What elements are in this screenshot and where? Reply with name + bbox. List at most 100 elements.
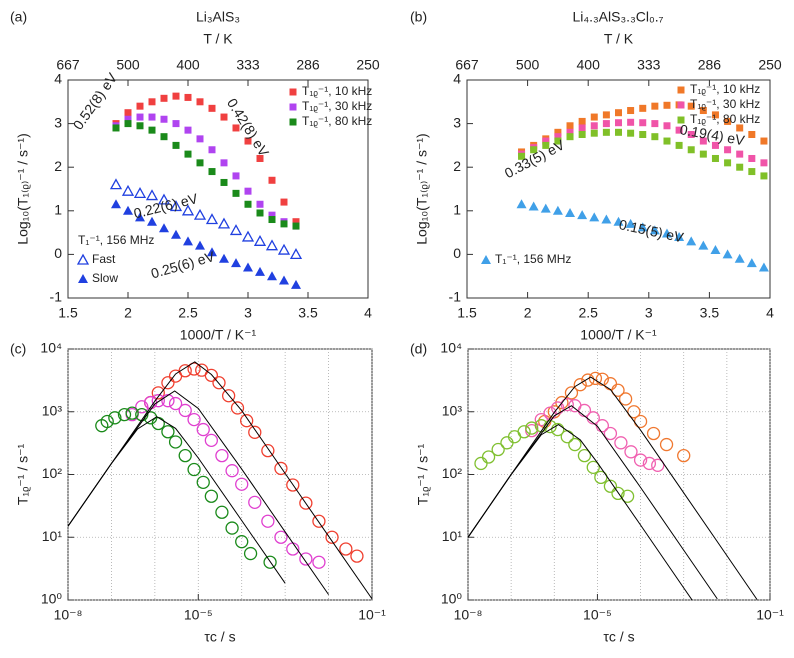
x2-tick-label: 333 (637, 57, 661, 73)
marker (124, 120, 132, 128)
marker (590, 129, 598, 137)
plot-frame (67, 79, 369, 299)
marker (649, 225, 660, 235)
marker (265, 239, 279, 251)
y-tick-label: 10³ (42, 402, 63, 418)
legend-label: T₁ᵨ⁻¹, 30 kHz (302, 99, 372, 113)
marker (243, 262, 253, 272)
marker (540, 203, 551, 213)
marker (133, 187, 147, 199)
marker (235, 477, 249, 491)
marker (117, 407, 132, 422)
x2-axis-label: T / K (604, 31, 634, 47)
marker (280, 220, 288, 228)
x2-tick-label: 400 (176, 57, 200, 73)
marker (698, 240, 709, 250)
marker (112, 124, 120, 132)
marker (205, 213, 219, 225)
marker (292, 218, 300, 226)
marker (235, 535, 249, 549)
y-tick-label: 0 (54, 245, 62, 261)
marker (651, 133, 659, 141)
marker (204, 489, 219, 503)
x-tick-label: 10⁻¹ (756, 607, 784, 623)
marker (248, 495, 262, 509)
marker (151, 394, 165, 408)
marker (627, 107, 635, 115)
marker (581, 373, 595, 387)
y-tick-label: 10¹ (42, 528, 63, 544)
marker (627, 405, 641, 419)
x-tick-label: 2 (124, 305, 132, 321)
marker (172, 92, 180, 100)
marker (578, 124, 586, 132)
marker (530, 146, 538, 154)
x-tick-label: 3.5 (700, 305, 720, 321)
x-axis-label: τc / s (603, 629, 634, 645)
marker (193, 208, 207, 220)
marker (542, 141, 550, 149)
marker (231, 258, 241, 268)
marker (651, 458, 665, 472)
y-tick-label: 10⁴ (440, 340, 462, 356)
marker (159, 223, 169, 233)
marker (178, 403, 192, 418)
marker (212, 376, 226, 390)
marker (651, 102, 659, 110)
marker (136, 113, 144, 121)
x-tick-label: 10⁻¹ (358, 607, 386, 623)
legend-label: T₁ᵨ⁻¹, 30 kHz (690, 97, 760, 111)
marker (232, 124, 240, 132)
marker (748, 131, 756, 138)
marker (699, 137, 707, 145)
marker (196, 98, 204, 106)
marker (160, 115, 168, 123)
panel: 10⁻⁸ 10⁻⁵ 10⁻¹ 10⁰ 10¹ 10² 10³ 10⁴ τc / s T₁ᵨ⁻¹ /… (10, 340, 386, 645)
marker (168, 396, 183, 411)
marker (663, 137, 671, 145)
marker (184, 93, 192, 101)
marker (615, 109, 622, 117)
marker (566, 133, 574, 141)
marker (711, 111, 719, 119)
marker (148, 126, 156, 134)
marker (675, 126, 683, 134)
x-axis-label: τc / s (204, 629, 235, 645)
y-tick-label: 4 (453, 71, 461, 87)
fit-line (468, 424, 693, 600)
marker (78, 274, 88, 283)
y-tick-label: 10⁰ (441, 591, 463, 607)
marker (220, 113, 228, 121)
marker (172, 141, 180, 149)
marker (267, 271, 277, 281)
x-tick-label: 1.5 (58, 305, 78, 321)
panel: 10⁻⁸ 10⁻⁵ 10⁻¹ 10⁰ 10¹ 10² 10³ 10⁴ τc / s T₁ᵨ⁻¹ /… (410, 340, 784, 645)
marker (184, 126, 192, 134)
marker (312, 514, 326, 528)
marker (639, 131, 647, 138)
x-tick-label: 3.5 (298, 305, 318, 321)
annotation: 0.42(8) eV (224, 95, 273, 159)
marker (171, 229, 181, 239)
x-axis-label: 1000/T / K⁻¹ (580, 327, 657, 343)
annotation: 0.15(5) eV (618, 216, 686, 245)
marker (291, 279, 301, 289)
marker (613, 216, 624, 226)
marker (121, 184, 135, 196)
marker (748, 168, 756, 176)
y-tick-label: 10² (442, 465, 463, 481)
x-tick-label: 10⁻⁸ (454, 607, 483, 623)
marker (525, 421, 539, 435)
x-tick-label: 10⁻⁸ (54, 607, 83, 623)
x2-tick-label: 667 (56, 57, 80, 73)
y-tick-label: 1 (54, 202, 62, 218)
fit-line (68, 361, 372, 600)
x2-tick-label: 250 (356, 57, 380, 73)
marker (517, 425, 531, 439)
chart-title: Li₄.₃AlS₃.₃Cl₀.₇ (572, 9, 663, 25)
marker (687, 102, 695, 110)
y-tick-label: 0 (453, 245, 461, 261)
marker (639, 119, 647, 127)
y-axis-label: T₁ᵨ⁻¹ / s⁻¹ (15, 443, 31, 505)
